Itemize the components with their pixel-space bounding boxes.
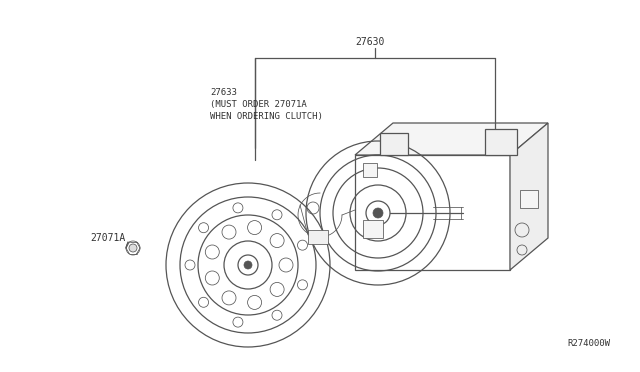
Text: R274000W: R274000W [567,339,610,348]
Circle shape [373,208,383,218]
FancyBboxPatch shape [363,220,383,238]
FancyBboxPatch shape [363,163,377,177]
Text: 27633
(MUST ORDER 27071A
WHEN ORDERING CLUTCH): 27633 (MUST ORDER 27071A WHEN ORDERING C… [210,88,323,121]
Circle shape [244,261,252,269]
FancyBboxPatch shape [520,190,538,208]
Polygon shape [510,123,548,270]
Polygon shape [355,123,548,155]
FancyBboxPatch shape [308,230,328,244]
Text: 27630: 27630 [355,37,385,47]
Circle shape [129,244,137,252]
Text: 27071A: 27071A [90,233,125,243]
Polygon shape [380,133,408,155]
Polygon shape [485,129,517,155]
